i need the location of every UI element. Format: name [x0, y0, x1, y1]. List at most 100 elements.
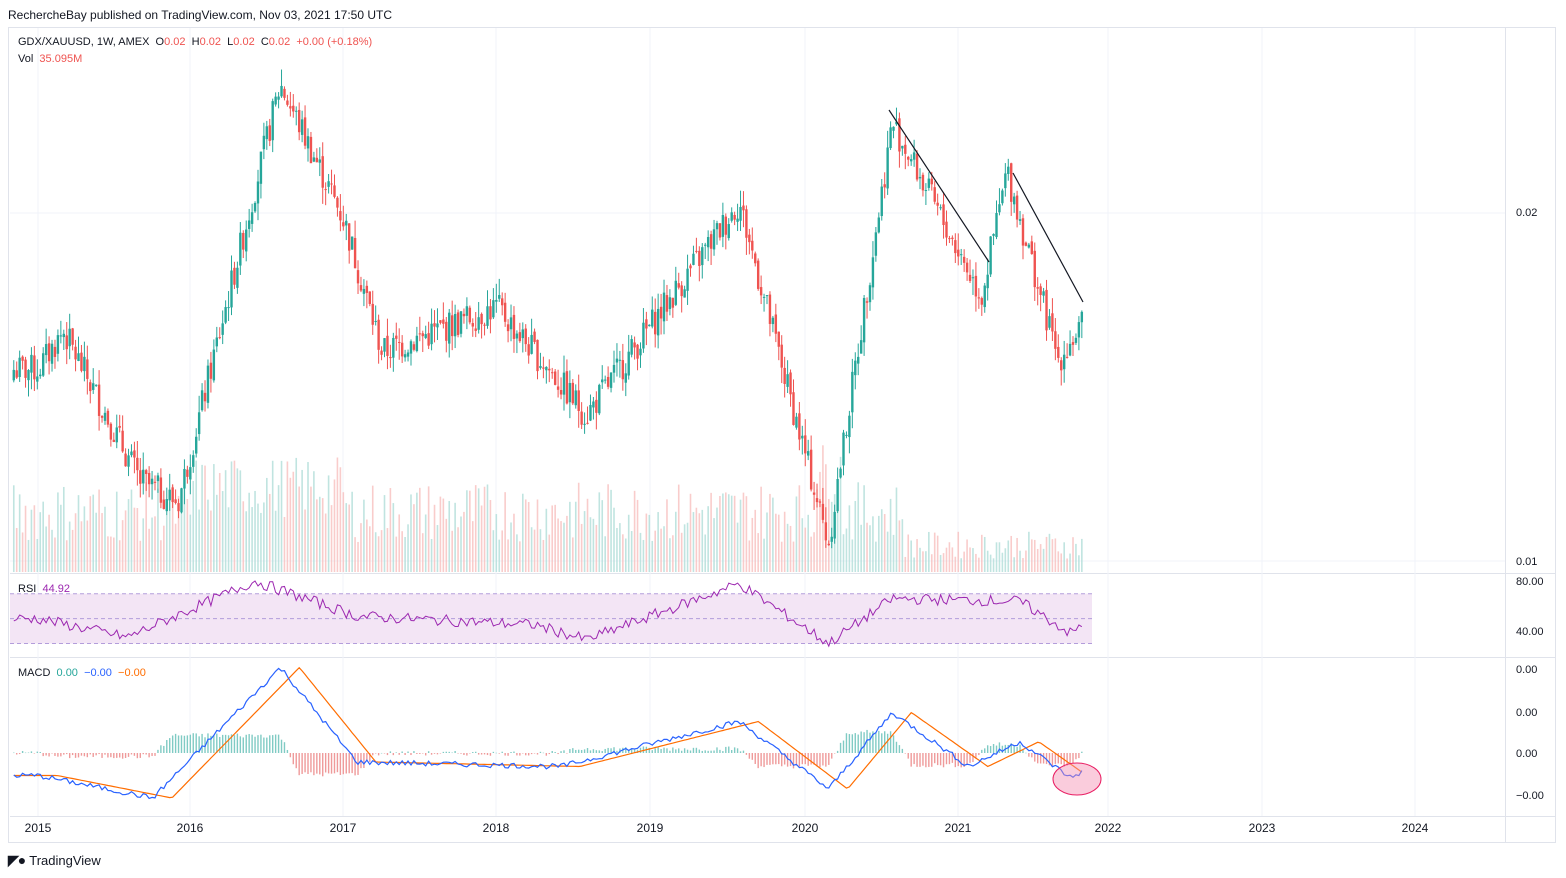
candle-body: [50, 343, 54, 364]
candle-body: [133, 450, 136, 458]
volume-bar: [342, 492, 345, 572]
candle-body: [236, 267, 239, 288]
volume-bar: [298, 486, 300, 572]
candle-body: [94, 384, 98, 386]
volume-bar: [839, 456, 842, 572]
macd-histogram-bar: [969, 753, 971, 763]
volume-bar: [274, 510, 277, 572]
tradingview-logo[interactable]: ◤● TradingView: [8, 852, 101, 869]
macd-histogram-bar: [542, 752, 545, 754]
volume-bar: [695, 507, 698, 572]
candle-body: [474, 328, 477, 331]
high-value: 0.02: [199, 36, 222, 48]
candle-body: [609, 372, 613, 388]
volume-bar: [498, 539, 501, 572]
candle-body: [1068, 343, 1072, 356]
macd-histogram-bar: [984, 748, 986, 753]
candle-body: [562, 372, 566, 395]
candle-body: [359, 285, 363, 291]
volume-bar: [816, 489, 818, 572]
rsi-label[interactable]: RSI: [18, 583, 37, 595]
candle-body: [1042, 291, 1045, 296]
macd-histogram-bar: [101, 753, 103, 758]
candle-body: [297, 109, 301, 133]
volume-bar: [692, 512, 695, 572]
time-tick: 2017: [330, 821, 357, 835]
macd-histogram-bar: [898, 745, 901, 753]
volume-bar: [580, 523, 583, 572]
candle-body: [41, 353, 45, 376]
volume-bar: [648, 514, 651, 572]
macd-value-signal: −0.00: [118, 667, 146, 679]
volume-bar: [1016, 537, 1018, 572]
volume-bar: [310, 486, 312, 572]
macd-histogram-bar: [39, 751, 41, 753]
candle-body: [174, 499, 177, 503]
candle-body: [339, 211, 342, 221]
macd-histogram-bar: [77, 753, 80, 758]
volume-bar: [113, 537, 115, 572]
volume-bar: [875, 541, 877, 572]
candle-body: [268, 125, 271, 141]
candle-body: [27, 369, 30, 381]
volume-bar: [1057, 551, 1060, 572]
candle-body: [253, 202, 257, 212]
candle-body: [551, 372, 554, 374]
macd-histogram-bar: [27, 752, 30, 754]
candle-body: [215, 337, 218, 347]
volume-bar: [586, 498, 589, 572]
macd-histogram-bar: [816, 753, 818, 767]
macd-histogram-bar: [74, 753, 77, 758]
macd-histogram-bar: [763, 753, 765, 768]
macd-label[interactable]: MACD: [18, 667, 51, 679]
candle-body: [521, 329, 524, 339]
macd-histogram-bar: [63, 753, 65, 755]
candle-body: [845, 434, 848, 436]
macd-histogram-bar: [1060, 753, 1062, 765]
volume-bar: [30, 509, 33, 572]
vol-label: Vol: [18, 53, 34, 65]
candle-body: [1045, 289, 1048, 331]
candle-body: [789, 372, 792, 395]
macd-histogram-bar: [1019, 744, 1021, 753]
volume-bar: [171, 485, 174, 572]
volume-bar: [92, 494, 95, 572]
candle-body: [106, 410, 110, 425]
candle-body: [368, 291, 371, 304]
macd-histogram-bar: [233, 735, 236, 753]
volume-bar: [77, 495, 80, 572]
candle-body: [433, 323, 436, 327]
candle-body: [495, 299, 498, 302]
candle-body: [936, 202, 939, 206]
macd-histogram-bar: [1066, 753, 1068, 766]
volume-bar: [357, 541, 359, 572]
volume-bar: [772, 497, 774, 572]
volume-bar: [810, 536, 812, 572]
volume-bar: [880, 509, 883, 572]
macd-histogram-bar: [966, 753, 968, 765]
candle-body: [1033, 250, 1036, 288]
macd-histogram-bar: [492, 751, 495, 753]
candle-body: [633, 342, 636, 348]
macd-histogram-bar: [436, 753, 439, 755]
macd-histogram-bar: [51, 753, 53, 754]
candle-body: [1036, 287, 1039, 289]
macd-histogram-bar: [1007, 744, 1009, 753]
candle-body: [65, 335, 68, 350]
candle-body: [515, 333, 519, 339]
candle-body: [427, 333, 430, 346]
volume-bar: [71, 529, 74, 572]
volume-bar: [330, 505, 333, 572]
macd-histogram-bar: [607, 747, 609, 753]
rsi-value: 44.92: [42, 583, 70, 595]
candle-body: [1060, 360, 1063, 371]
candle-body: [680, 285, 683, 297]
candle-body: [933, 187, 936, 202]
candle-body: [483, 324, 486, 326]
macd-histogram-bar: [213, 735, 215, 753]
volume-bar: [754, 509, 757, 572]
symbol-label[interactable]: GDX/XAUUSD, 1W, AMEX: [18, 36, 150, 48]
macd-histogram-bar: [554, 751, 556, 753]
volume-bar: [386, 528, 389, 572]
